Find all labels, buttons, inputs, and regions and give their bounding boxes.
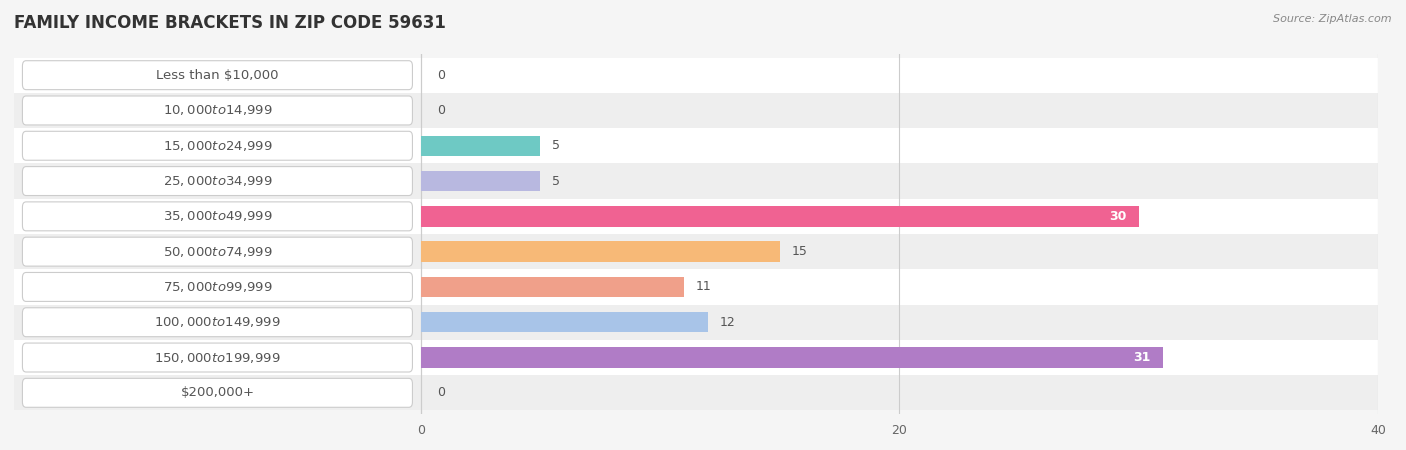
Bar [420, 241, 780, 262]
Text: 5: 5 [553, 139, 561, 152]
FancyBboxPatch shape [22, 166, 412, 196]
Text: Source: ZipAtlas.com: Source: ZipAtlas.com [1274, 14, 1392, 23]
Bar [14, 305, 1378, 340]
Bar [420, 135, 540, 156]
FancyBboxPatch shape [22, 237, 412, 266]
FancyBboxPatch shape [22, 61, 412, 90]
FancyBboxPatch shape [22, 96, 412, 125]
FancyBboxPatch shape [22, 131, 412, 160]
Text: 11: 11 [696, 280, 711, 293]
FancyBboxPatch shape [22, 272, 412, 302]
Text: $25,000 to $34,999: $25,000 to $34,999 [163, 174, 273, 188]
FancyBboxPatch shape [22, 343, 412, 372]
Text: $35,000 to $49,999: $35,000 to $49,999 [163, 209, 273, 223]
Bar [14, 163, 1378, 199]
Bar [420, 347, 1163, 368]
Text: $10,000 to $14,999: $10,000 to $14,999 [163, 104, 273, 117]
Bar [14, 375, 1378, 410]
Bar [14, 234, 1378, 269]
Text: 0: 0 [437, 104, 446, 117]
Text: 31: 31 [1133, 351, 1150, 364]
Bar [420, 206, 1139, 227]
Text: 30: 30 [1109, 210, 1126, 223]
Text: Less than $10,000: Less than $10,000 [156, 69, 278, 82]
FancyBboxPatch shape [22, 202, 412, 231]
Bar [14, 93, 1378, 128]
Text: $200,000+: $200,000+ [180, 386, 254, 399]
Text: $100,000 to $149,999: $100,000 to $149,999 [155, 315, 281, 329]
Text: 0: 0 [437, 69, 446, 82]
Bar [420, 277, 683, 297]
Bar [420, 171, 540, 191]
Text: $75,000 to $99,999: $75,000 to $99,999 [163, 280, 273, 294]
Bar [14, 58, 1378, 93]
Text: $15,000 to $24,999: $15,000 to $24,999 [163, 139, 273, 153]
Bar [420, 312, 709, 333]
Text: 12: 12 [720, 316, 735, 329]
Text: 0: 0 [437, 386, 446, 399]
Bar [14, 269, 1378, 305]
FancyBboxPatch shape [22, 378, 412, 407]
Text: $50,000 to $74,999: $50,000 to $74,999 [163, 245, 273, 259]
Bar [14, 340, 1378, 375]
Bar [14, 199, 1378, 234]
Text: FAMILY INCOME BRACKETS IN ZIP CODE 59631: FAMILY INCOME BRACKETS IN ZIP CODE 59631 [14, 14, 446, 32]
Text: $150,000 to $199,999: $150,000 to $199,999 [155, 351, 281, 364]
Bar [14, 128, 1378, 163]
FancyBboxPatch shape [22, 308, 412, 337]
Text: 15: 15 [792, 245, 807, 258]
Text: 5: 5 [553, 175, 561, 188]
